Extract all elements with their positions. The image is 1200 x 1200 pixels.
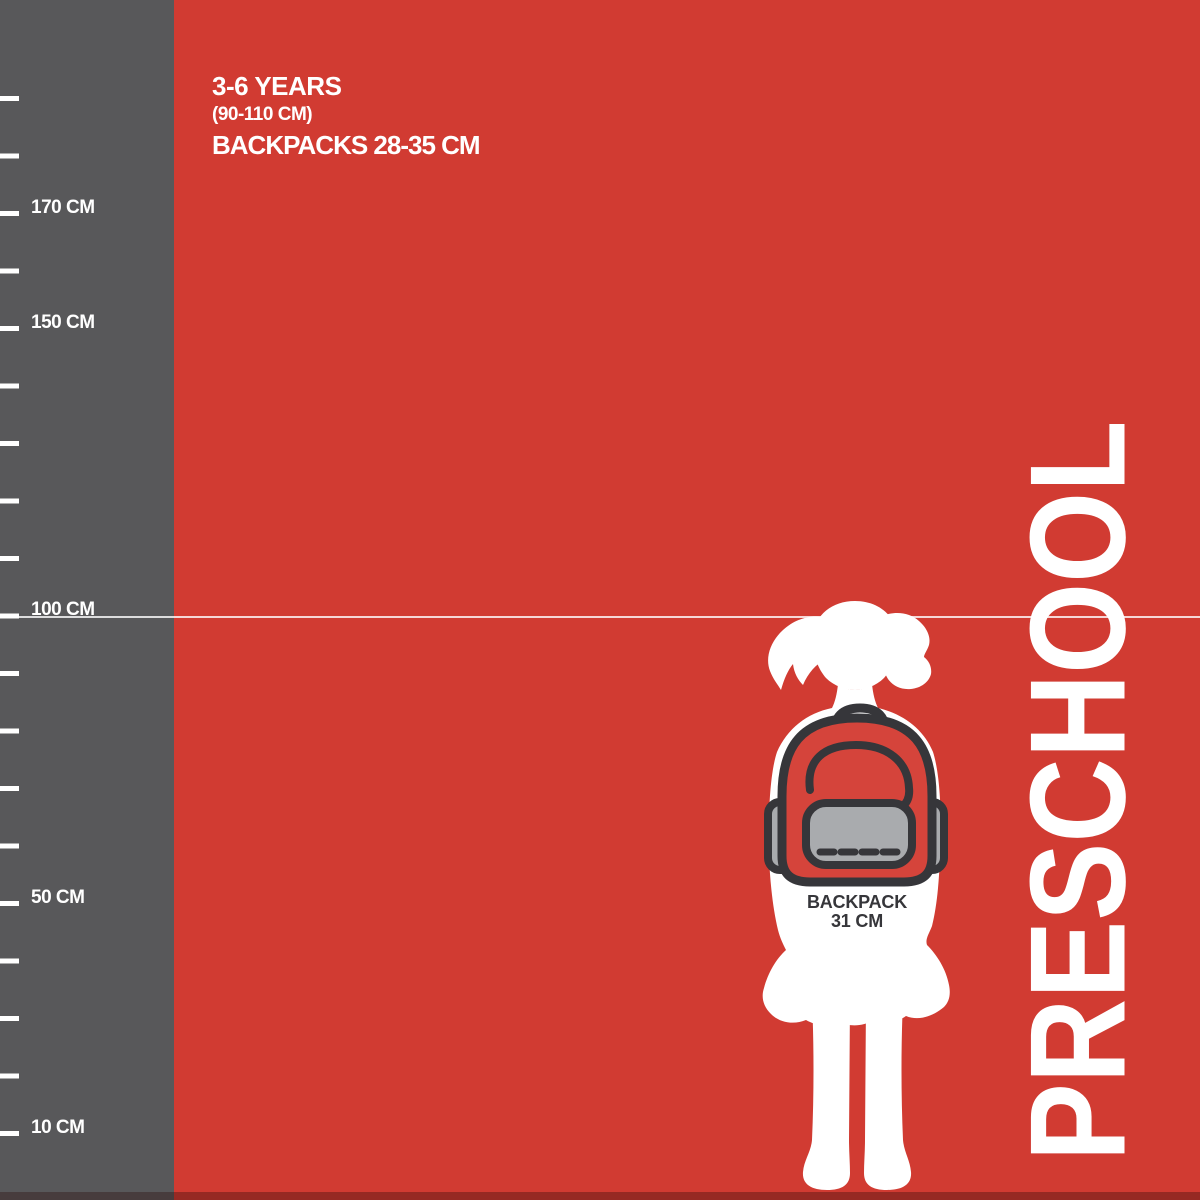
backpack-seam xyxy=(805,740,914,811)
ruler-label-10cm: 10 CM xyxy=(31,1117,85,1138)
backpack-label: BACKPACK xyxy=(806,892,908,912)
backpack-size-value: 31 CM xyxy=(830,911,884,931)
backpack-range-label: BACKPACKS 28-35 CM xyxy=(212,130,481,160)
header: 3-6 YEARS (90-110 CM) BACKPACKS 28-35 CM xyxy=(212,71,481,160)
bottom-edge-shadow xyxy=(0,1192,1200,1200)
stage-label-preschool: PRESCHOOL xyxy=(1001,391,1153,1191)
ruler-label-50cm: 50 CM xyxy=(31,887,85,908)
stage-label-text: PRESCHOOL xyxy=(1001,420,1153,1161)
height-range-label: (90-110 CM) xyxy=(212,104,313,125)
backpack-icon xyxy=(764,703,948,887)
girl-head xyxy=(812,601,898,690)
girl-right-leg xyxy=(864,1000,912,1190)
age-range-label: 3-6 YEARS xyxy=(212,71,342,101)
girl-left-leg xyxy=(802,1000,850,1190)
child-silhouette-graphic xyxy=(762,601,950,1190)
backpack-front-pocket xyxy=(802,799,916,869)
ruler-label-170cm: 170 CM xyxy=(31,197,95,218)
ruler-label-100cm: 100 CM xyxy=(31,599,95,620)
backpack-size-callout: BACKPACK 31 CM xyxy=(782,893,932,931)
ruler-label-150cm: 150 CM xyxy=(31,312,95,333)
height-guide-line-100cm xyxy=(0,616,1200,618)
